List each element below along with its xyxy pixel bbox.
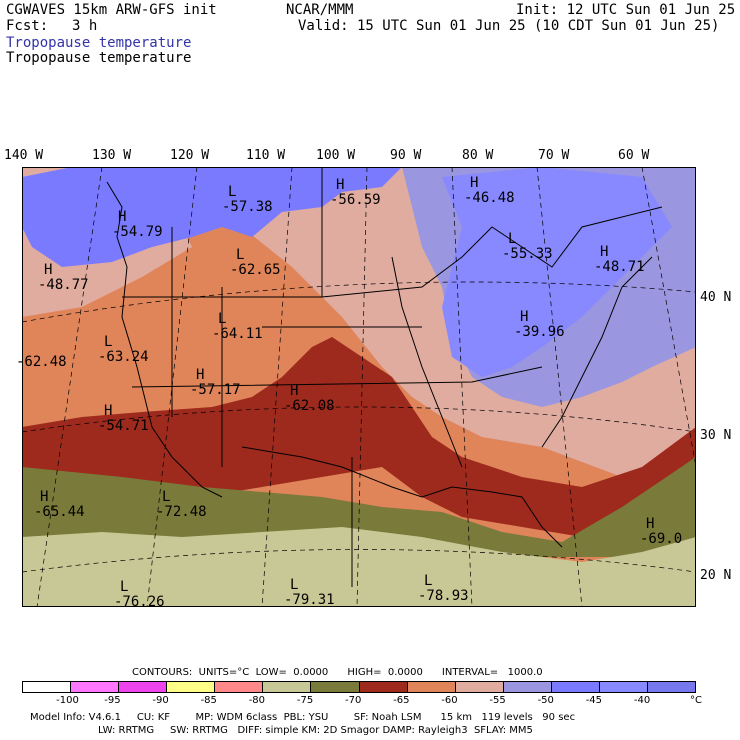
forecast-label: Fcst:: [6, 18, 49, 34]
lat-label-20n: 20 N: [700, 568, 732, 583]
temp-band-45-nw: [22, 167, 402, 267]
center-label: NCAR/MMM: [286, 2, 354, 18]
extremum-type: L: [120, 579, 129, 595]
extremum-value: -55.33: [502, 246, 553, 262]
extremum-type: L: [424, 573, 433, 589]
colorbar-tick-label: -70: [345, 695, 362, 706]
extremum-value: -54.71: [98, 418, 149, 434]
extremum-type: L: [218, 311, 227, 327]
colorbar-tick-label: -65: [393, 695, 410, 706]
extremum-type: H: [600, 244, 609, 260]
model-info-line2: LW: RRTMG SW: RRTMG DIFF: simple KM: 2D …: [98, 725, 533, 736]
temp-band-45-ne: [442, 167, 672, 377]
extremum-value: -62.48: [16, 354, 67, 370]
field-title-blue: Tropopause temperature: [6, 35, 192, 51]
colorbar-swatch: [648, 682, 696, 692]
extremum-value: -39.96: [514, 324, 565, 340]
extremum-value: -78.93: [418, 588, 469, 604]
extremum-value: -46.48: [464, 190, 515, 206]
extremum-value: -65.44: [34, 504, 85, 520]
extremum-type: H: [470, 175, 479, 191]
colorbar-tick-label: -55: [489, 695, 506, 706]
lon-label: 110 W: [246, 148, 286, 163]
extremum-value: -57.17: [190, 382, 241, 398]
coastlines-and-borders: [106, 167, 663, 587]
extremum-value: -54.79: [112, 224, 163, 240]
colorbar-swatch: [551, 682, 600, 692]
extremum-type: H: [44, 262, 53, 278]
extremum-type: H: [118, 209, 127, 225]
temperature-colorbar: [22, 681, 696, 693]
colorbar-tick-label: -95: [104, 695, 121, 706]
extremum-type: H: [196, 367, 205, 383]
colorbar-tick-label: -45: [585, 695, 603, 706]
extremum-type: H: [104, 403, 113, 419]
extremum-value: -69.0: [640, 531, 683, 547]
extremum-type: L: [162, 489, 171, 505]
colorbar-swatch: [119, 682, 168, 692]
temp-band-75: [22, 527, 696, 607]
colorbar-tick-label: -40: [633, 695, 651, 706]
extremum-value: -62.08: [284, 398, 335, 414]
model-info-line1: Model Info: V4.6.1 CU: KF MP: WDM 6class…: [30, 712, 576, 723]
colorbar-swatch: [71, 682, 120, 692]
extremum-type: L: [508, 231, 517, 247]
extremum-value: -79.31: [284, 592, 335, 608]
extremum-type: L: [290, 577, 299, 593]
extremum-type: H: [290, 383, 299, 399]
lon-label: 80 W: [462, 148, 494, 163]
lon-label: 90 W: [390, 148, 422, 163]
extremum-value: -48.77: [38, 277, 89, 293]
colorbar-tick-label: -80: [248, 695, 266, 706]
colorbar-tick-label: -50: [537, 695, 554, 706]
colorbar-swatch: [455, 682, 504, 692]
colorbar-tick-label: -85: [200, 695, 217, 706]
lon-label: 120 W: [170, 148, 210, 163]
extremum-type: L: [236, 247, 245, 263]
colorbar-swatch: [407, 682, 456, 692]
lat-label-30n: 30 N: [700, 428, 732, 443]
colorbar-unit: °C: [690, 695, 702, 706]
lon-label: 100 W: [316, 148, 356, 163]
colorbar-swatch: [359, 682, 408, 692]
tropopause-temperature-map: [22, 167, 696, 607]
colorbar-swatch: [263, 682, 312, 692]
colorbar-tick-label: -75: [296, 695, 314, 706]
colorbar-tick-label: -100: [56, 695, 79, 706]
lon-label: 70 W: [538, 148, 570, 163]
colorbar-swatch: [599, 682, 649, 692]
colorbar-swatch: [23, 682, 72, 692]
model-title: CGWAVES 15km ARW-GFS init: [6, 2, 217, 18]
contours-info: CONTOURS: UNITS=°C LOW= 0.0000 HIGH= 0.0…: [132, 667, 543, 678]
extremum-type: L: [104, 334, 113, 350]
extremum-value: -63.24: [98, 349, 149, 365]
colorbar-swatch: [167, 682, 216, 692]
forecast-hour: 3 h: [72, 18, 98, 34]
valid-time: Valid: 15 UTC Sun 01 Jun 25 (10 CDT Sun …: [298, 18, 720, 34]
extremum-value: -48.71: [594, 259, 645, 275]
colorbar-swatch: [503, 682, 552, 692]
extremum-value: -56.59: [330, 192, 381, 208]
extremum-value: -64.11: [212, 326, 263, 342]
init-time: Init: 12 UTC Sun 01 Jun 25: [516, 2, 736, 18]
lat-lon-grid: [22, 167, 696, 607]
lon-label: 140 W: [4, 148, 44, 163]
lat-label-40n: 40 N: [700, 290, 732, 305]
extremum-value: -57.38: [222, 199, 273, 215]
field-title: Tropopause temperature: [6, 50, 192, 66]
extremum-type: L: [228, 184, 237, 200]
extremum-value: -72.48: [156, 504, 207, 520]
extremum-type: H: [646, 516, 655, 532]
colorbar-tick-label: -90: [152, 695, 169, 706]
extremum-type: H: [40, 489, 49, 505]
extremum-value: -76.26: [114, 594, 165, 610]
lon-label: 130 W: [92, 148, 132, 163]
lon-label: 60 W: [618, 148, 650, 163]
extremum-type: H: [336, 177, 345, 193]
colorbar-swatch: [311, 682, 360, 692]
colorbar-swatch: [215, 682, 264, 692]
extremum-value: -62.65: [230, 262, 281, 278]
extremum-type: H: [520, 309, 529, 325]
colorbar-tick-label: -60: [441, 695, 458, 706]
